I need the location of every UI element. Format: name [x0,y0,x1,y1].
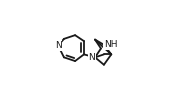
Text: NH: NH [104,40,117,49]
Text: N: N [88,53,95,62]
Text: N: N [55,41,61,50]
